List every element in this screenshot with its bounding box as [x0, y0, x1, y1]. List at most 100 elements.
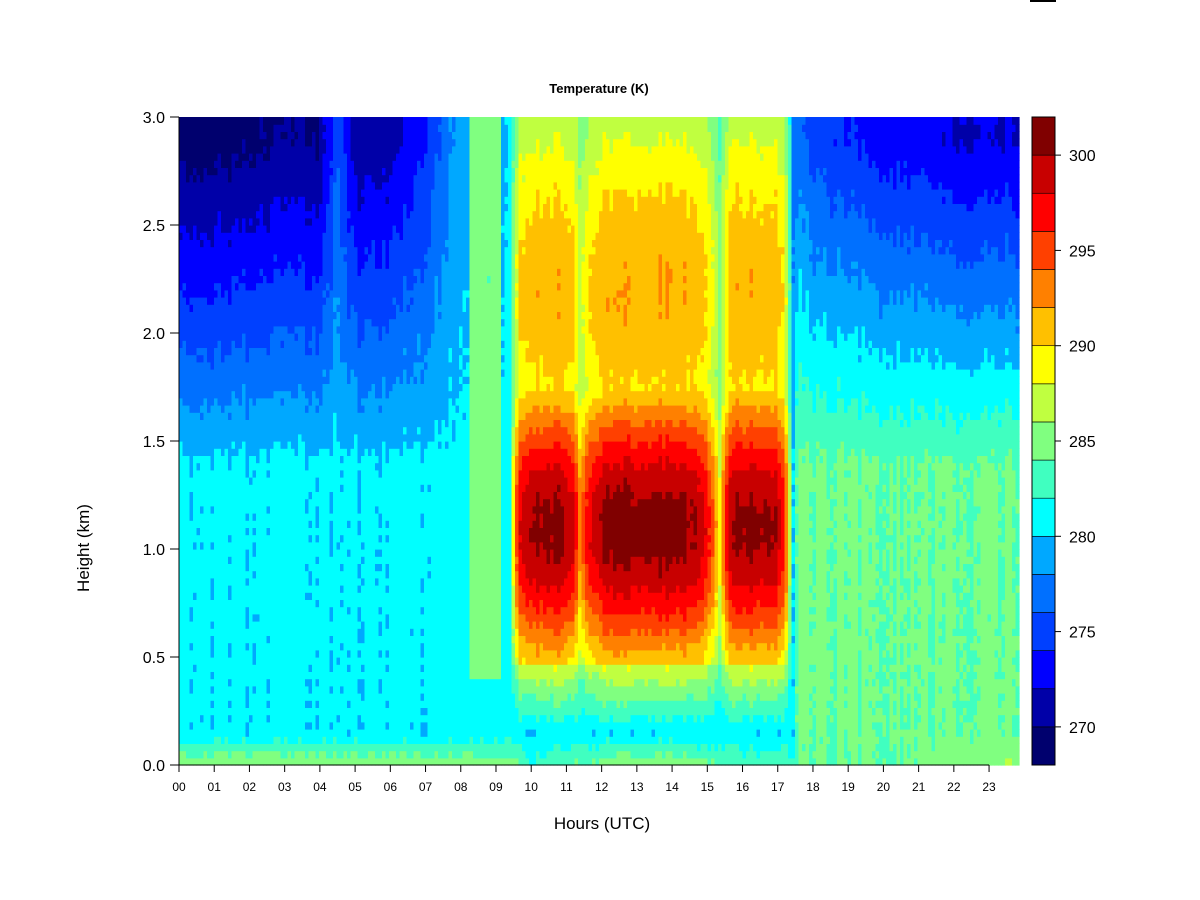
- heatmap-cell: [259, 599, 264, 608]
- heatmap-cell: [298, 736, 303, 744]
- heatmap-cell: [284, 707, 289, 716]
- heatmap-cell: [200, 700, 205, 708]
- heatmap-cell: [207, 599, 212, 608]
- heatmap-cell: [179, 390, 184, 399]
- heatmap-cell: [350, 253, 355, 262]
- heatmap-cell: [242, 671, 247, 680]
- heatmap-cell: [189, 505, 194, 514]
- heatmap-cell: [284, 181, 289, 190]
- heatmap-cell: [249, 369, 254, 377]
- heatmap-cell: [294, 757, 299, 766]
- heatmap-cell: [263, 541, 268, 550]
- heatmap-cell: [322, 282, 327, 291]
- heatmap-cell: [228, 621, 233, 629]
- heatmap-cell: [186, 541, 191, 550]
- heatmap-cell: [224, 304, 229, 312]
- heatmap-cell: [368, 613, 373, 622]
- heatmap-cell: [361, 246, 366, 255]
- heatmap-cell: [266, 613, 271, 622]
- heatmap-cell: [196, 347, 201, 356]
- heatmap-cell: [326, 700, 331, 708]
- heatmap-cell: [298, 390, 303, 399]
- heatmap-cell: [228, 390, 233, 399]
- heatmap-cell: [242, 124, 247, 132]
- heatmap-cell: [207, 369, 212, 377]
- heatmap-cell: [252, 383, 257, 392]
- heatmap-cell: [336, 721, 341, 730]
- heatmap-cell: [186, 606, 191, 615]
- heatmap-cell: [214, 153, 219, 161]
- heatmap-cell: [256, 138, 261, 147]
- heatmap-cell: [245, 469, 250, 478]
- heatmap-cell: [217, 621, 222, 629]
- heatmap-cell: [221, 441, 226, 449]
- heatmap-cell: [179, 671, 184, 680]
- heatmap-cell: [238, 613, 243, 622]
- heatmap-cell: [315, 743, 320, 752]
- heatmap-cell: [315, 289, 320, 298]
- heatmap-cell: [333, 513, 338, 521]
- heatmap-cell: [266, 412, 271, 420]
- heatmap-cell: [336, 657, 341, 665]
- heatmap-cell: [368, 419, 373, 428]
- heatmap-cell: [231, 743, 236, 752]
- heatmap-cell: [193, 649, 198, 658]
- heatmap-cell: [242, 693, 247, 701]
- heatmap-cell: [319, 649, 324, 658]
- heatmap-cell: [305, 606, 310, 615]
- heatmap-cell: [361, 621, 366, 629]
- heatmap-cell: [249, 743, 254, 752]
- heatmap-cell: [280, 268, 285, 276]
- heatmap-cell: [231, 210, 236, 219]
- heatmap-cell: [291, 376, 296, 384]
- heatmap-cell: [326, 714, 331, 723]
- heatmap-cell: [315, 268, 320, 276]
- heatmap-cell: [305, 700, 310, 708]
- heatmap-cell: [270, 117, 275, 125]
- heatmap-cell: [368, 462, 373, 471]
- heatmap-cell: [252, 635, 257, 644]
- heatmap-cell: [193, 520, 198, 528]
- heatmap-cell: [333, 189, 338, 197]
- heatmap-cell: [280, 534, 285, 543]
- heatmap-cell: [322, 642, 327, 651]
- heatmap-cell: [273, 613, 278, 622]
- heatmap-cell: [210, 282, 215, 291]
- heatmap-cell: [245, 153, 250, 161]
- heatmap-cell: [238, 585, 243, 593]
- heatmap-cell: [340, 340, 345, 348]
- heatmap-cell: [294, 649, 299, 658]
- heatmap-cell: [200, 455, 205, 464]
- heatmap-cell: [179, 232, 184, 240]
- heatmap-cell: [301, 347, 306, 356]
- heatmap-cell: [291, 397, 296, 406]
- heatmap-cell: [287, 693, 292, 701]
- heatmap-cell: [224, 527, 229, 536]
- heatmap-cell: [315, 253, 320, 262]
- heatmap-cell: [182, 138, 187, 147]
- heatmap-cell: [319, 217, 324, 226]
- heatmap-cell: [319, 253, 324, 262]
- heatmap-cell: [336, 635, 341, 644]
- heatmap-cell: [238, 664, 243, 672]
- heatmap-cell: [361, 498, 366, 507]
- heatmap-cell: [329, 232, 334, 240]
- heatmap-cell: [242, 217, 247, 226]
- heatmap-cell: [186, 685, 191, 694]
- heatmap-cell: [280, 246, 285, 255]
- heatmap-cell: [186, 419, 191, 428]
- heatmap-cell: [291, 282, 296, 291]
- heatmap-cell: [273, 433, 278, 442]
- heatmap-cell: [308, 181, 313, 190]
- heatmap-cell: [294, 268, 299, 276]
- heatmap-cell: [217, 289, 222, 298]
- heatmap-cell: [182, 225, 187, 233]
- heatmap-cell: [224, 448, 229, 456]
- heatmap-cell: [179, 599, 184, 608]
- heatmap-cell: [242, 196, 247, 204]
- heatmap-cell: [214, 671, 219, 680]
- heatmap-cell: [350, 325, 355, 334]
- heatmap-cell: [200, 541, 205, 550]
- heatmap-cell: [245, 311, 250, 320]
- heatmap-cell: [238, 491, 243, 500]
